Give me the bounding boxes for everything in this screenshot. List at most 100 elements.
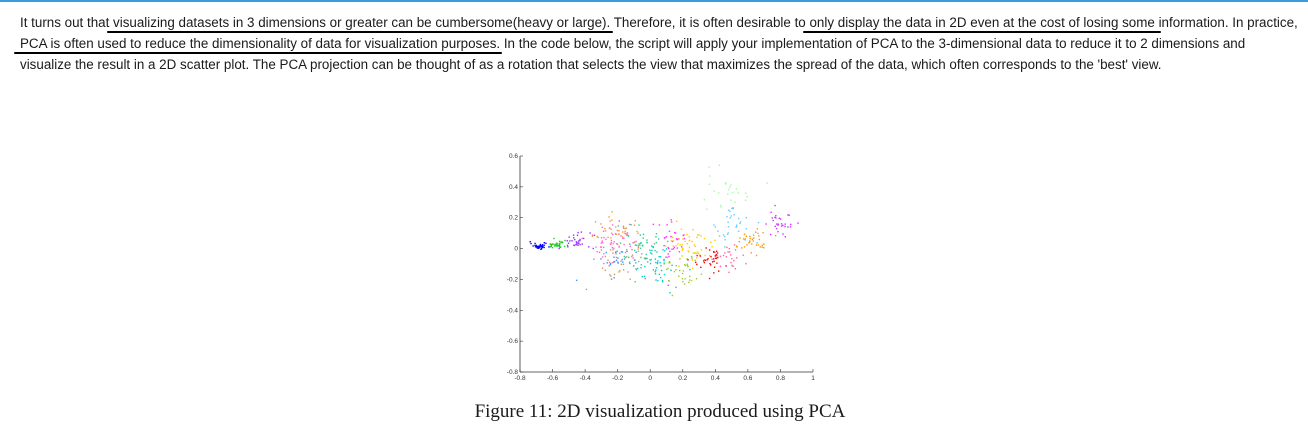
data-point (610, 228, 612, 230)
data-point (688, 236, 691, 238)
data-point (551, 246, 554, 249)
data-point (603, 236, 605, 239)
data-point (687, 251, 690, 253)
data-point (574, 238, 576, 241)
data-point (540, 247, 543, 250)
data-point (616, 250, 618, 252)
data-point (621, 258, 623, 261)
data-point (748, 241, 751, 243)
data-point (712, 250, 715, 253)
data-point (539, 244, 542, 246)
data-point (573, 237, 575, 239)
data-point (715, 257, 718, 259)
data-point (777, 224, 779, 226)
data-point (640, 267, 642, 269)
data-point (604, 255, 607, 258)
data-point (651, 253, 653, 255)
data-point (658, 256, 660, 258)
data-point (714, 239, 716, 242)
data-point (637, 248, 639, 250)
data-point (729, 210, 731, 213)
data-point (606, 262, 608, 264)
data-point (778, 217, 781, 220)
data-point (575, 241, 578, 243)
data-point (710, 241, 712, 243)
data-point (666, 268, 668, 271)
data-point (779, 218, 782, 220)
data-point (693, 244, 696, 246)
data-point (699, 254, 701, 256)
data-point (681, 249, 683, 251)
data-point (700, 273, 703, 275)
data-point (613, 247, 615, 249)
data-point (696, 257, 698, 259)
data-point (774, 234, 777, 237)
data-point (644, 277, 646, 280)
data-point (569, 240, 571, 242)
data-point (670, 240, 673, 242)
data-point (622, 261, 624, 263)
data-point (686, 242, 689, 245)
data-point (686, 233, 688, 236)
data-point (591, 234, 594, 236)
data-point (676, 238, 678, 241)
data-point (717, 256, 719, 259)
data-point (543, 244, 545, 246)
data-point (784, 225, 786, 228)
data-point (625, 233, 627, 235)
data-point (553, 245, 556, 247)
data-point (694, 252, 696, 254)
data-point (600, 249, 603, 251)
data-point (633, 224, 636, 226)
data-point (646, 239, 648, 241)
data-point (627, 271, 629, 273)
data-point (663, 263, 665, 265)
data-point (613, 241, 615, 243)
data-point (632, 265, 635, 267)
data-point (661, 281, 664, 283)
data-point (718, 270, 720, 272)
data-point (681, 272, 684, 275)
data-point (705, 247, 707, 249)
data-point (644, 257, 646, 260)
data-point (772, 219, 774, 222)
data-point (663, 262, 665, 264)
data-point (749, 237, 751, 240)
data-point (613, 261, 615, 263)
data-point (543, 246, 545, 249)
data-point (735, 188, 738, 190)
x-tick-label: 0.6 (743, 375, 752, 382)
data-point (776, 223, 778, 225)
data-point (713, 190, 715, 192)
data-point (731, 257, 733, 260)
data-point (675, 269, 677, 271)
data-point (628, 223, 631, 226)
data-point (703, 199, 706, 201)
data-point (734, 201, 736, 203)
data-point (610, 278, 613, 280)
data-point (558, 245, 561, 248)
data-point (761, 246, 763, 248)
data-point (766, 182, 768, 184)
data-point (667, 240, 669, 243)
data-point (652, 246, 654, 249)
data-point (672, 248, 675, 250)
data-point (742, 254, 744, 256)
data-point (727, 193, 729, 195)
data-point (733, 244, 736, 246)
data-point (577, 231, 579, 234)
data-point (658, 273, 661, 276)
data-point (539, 246, 542, 248)
data-point (774, 225, 776, 228)
data-point (628, 261, 631, 263)
data-point (612, 233, 614, 236)
data-point (691, 240, 693, 243)
data-point (589, 232, 591, 234)
data-point (659, 276, 662, 279)
data-point (614, 233, 617, 235)
data-point (627, 235, 630, 237)
data-point (744, 192, 747, 195)
data-point (682, 280, 684, 283)
data-point (691, 267, 694, 270)
data-point (654, 273, 657, 275)
